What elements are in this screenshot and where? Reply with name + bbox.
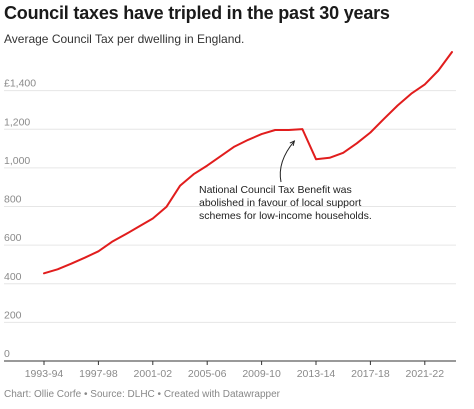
y-tick-label: 200 bbox=[4, 309, 22, 321]
data-point bbox=[383, 118, 385, 120]
x-tick-label: 1993-94 bbox=[25, 368, 64, 380]
data-point bbox=[84, 257, 86, 259]
data-point bbox=[220, 155, 222, 157]
data-point bbox=[315, 158, 317, 160]
y-tick-label: 1,200 bbox=[4, 116, 30, 128]
data-point bbox=[437, 70, 439, 72]
data-point bbox=[397, 104, 399, 106]
data-point bbox=[288, 129, 290, 131]
x-tick-label: 2009-10 bbox=[242, 368, 281, 380]
data-point bbox=[261, 133, 263, 135]
y-tick-label: 1,000 bbox=[4, 155, 30, 167]
data-point bbox=[57, 268, 59, 270]
data-point bbox=[301, 128, 303, 130]
y-tick-label: 600 bbox=[4, 232, 22, 244]
data-point bbox=[424, 83, 426, 85]
y-tick-label: £1,400 bbox=[4, 78, 36, 90]
data-point bbox=[43, 272, 45, 274]
data-point bbox=[165, 206, 167, 208]
data-point bbox=[70, 263, 72, 265]
x-tick-label: 2021-22 bbox=[406, 368, 445, 380]
data-point bbox=[342, 152, 344, 154]
data-point bbox=[369, 132, 371, 134]
annotation-text: schemes for low-income households. bbox=[199, 210, 372, 222]
chart-title: Council taxes have tripled in the past 3… bbox=[4, 3, 390, 23]
data-point bbox=[97, 250, 99, 252]
data-point bbox=[329, 157, 331, 159]
data-point bbox=[410, 93, 412, 95]
y-tick-label: 0 bbox=[4, 348, 10, 360]
data-point bbox=[138, 225, 140, 227]
data-point bbox=[451, 51, 453, 53]
x-tick-label: 2001-02 bbox=[134, 368, 173, 380]
chart-subtitle: Average Council Tax per dwelling in Engl… bbox=[4, 32, 245, 46]
data-point bbox=[233, 146, 235, 148]
data-point bbox=[247, 139, 249, 141]
y-tick-label: 400 bbox=[4, 271, 22, 283]
data-point bbox=[152, 217, 154, 219]
chart-footer: Chart: Ollie Corfe • Source: DLHC • Crea… bbox=[4, 389, 280, 400]
annotation-arrowhead bbox=[289, 140, 296, 147]
series-line bbox=[43, 51, 453, 275]
x-tick-label: 2017-18 bbox=[351, 368, 390, 380]
data-point bbox=[206, 165, 208, 167]
annotation-arrow bbox=[279, 140, 295, 183]
annotation-text: National Council Tax Benefit was bbox=[199, 184, 352, 196]
data-point bbox=[274, 129, 276, 131]
x-tick-label: 1997-98 bbox=[79, 368, 118, 380]
data-point bbox=[179, 185, 181, 187]
data-point bbox=[193, 173, 195, 175]
x-tick-label: 2005-06 bbox=[188, 368, 227, 380]
data-point bbox=[125, 233, 127, 235]
x-tick-label: 2013-14 bbox=[297, 368, 336, 380]
data-point bbox=[111, 241, 113, 243]
annotation-text: abolished in favour of local support bbox=[199, 197, 361, 209]
data-point bbox=[356, 142, 358, 144]
y-tick-label: 800 bbox=[4, 194, 22, 206]
